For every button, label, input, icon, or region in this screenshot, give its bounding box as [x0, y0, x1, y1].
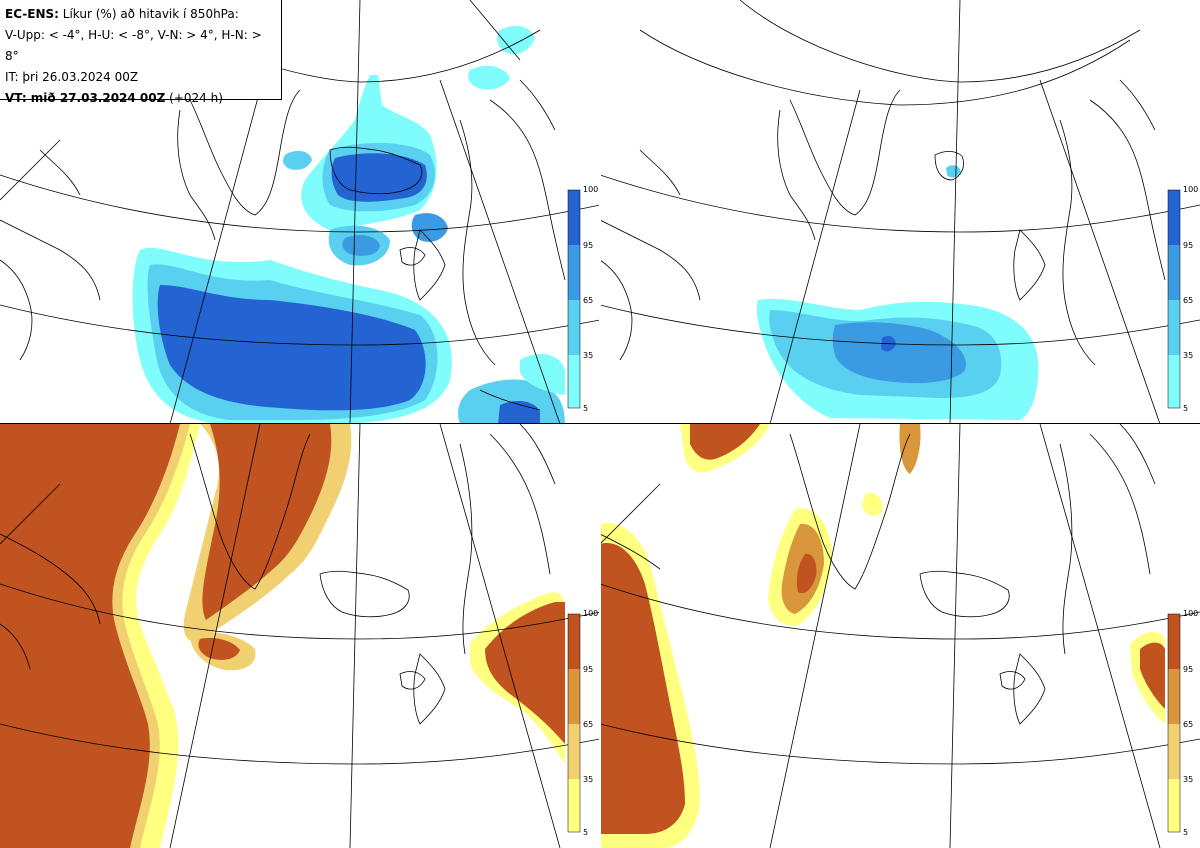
graticule: [600, 0, 1200, 424]
threshold-line: V-Upp: < -4°, H-U: < -8°, V-N: > 4°, H-N…: [5, 28, 262, 63]
probability-map: [0, 424, 600, 848]
map-panel-cold-8: 100 95 65 35 5: [600, 0, 1200, 424]
graticule: [0, 424, 600, 848]
forecast-info-box: EC-ENS: Líkur (%) að hitavik í 850hPa: V…: [0, 0, 282, 105]
model-name: EC-ENS:: [5, 7, 59, 21]
panel-divider-vertical: [599, 0, 601, 848]
probability-shading: [132, 25, 565, 424]
info-title-line: EC-ENS: Líkur (%) að hitavik í 850hPa:: [5, 4, 276, 25]
product-title: Líkur (%) að hitavik í 850hPa:: [62, 7, 239, 21]
coastlines: [0, 424, 556, 725]
lead-time: (+024 h): [169, 91, 223, 105]
graticule: [600, 424, 1200, 848]
initial-time: IT: þri 26.03.2024 00Z: [5, 70, 139, 84]
probability-shading: [756, 165, 1039, 420]
panel-divider-horizontal: [0, 423, 1200, 424]
probability-shading: [0, 424, 565, 848]
valid-time-line: VT: mið 27.03.2024 00Z (+024 h): [5, 88, 276, 109]
map-panel-warm+4: 100 95 65 35 5: [0, 424, 600, 848]
coastlines: [600, 79, 1166, 366]
map-panel-warm+8: 100 95 65 35 5: [600, 424, 1200, 848]
probability-shading: [600, 424, 1165, 848]
map-panel-cold-4: 100 95 65 35 5: [0, 0, 600, 424]
probability-map: [0, 0, 600, 424]
probability-map: [600, 424, 1200, 848]
coastlines: [600, 424, 1156, 725]
probability-map: [600, 0, 1200, 424]
valid-time: VT: mið 27.03.2024 00Z: [5, 91, 166, 105]
